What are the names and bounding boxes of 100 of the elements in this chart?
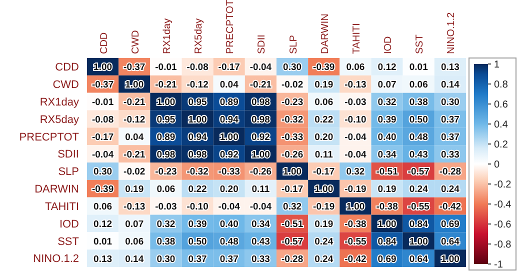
data-label: 0.22 bbox=[188, 184, 207, 196]
data-label: 0.84 bbox=[409, 218, 429, 230]
data-label: 0.13 bbox=[94, 254, 112, 265]
data-label: -0.51 bbox=[376, 166, 399, 178]
data-label: -0.21 bbox=[250, 80, 272, 91]
data-label: 0.06 bbox=[409, 80, 428, 91]
data-label: 0.22 bbox=[314, 114, 334, 126]
data-label: -0.39 bbox=[313, 62, 335, 74]
data-label: 0.24 bbox=[409, 184, 429, 196]
y-tick-label: TAHITI bbox=[44, 200, 79, 213]
color-bar-label: 0 bbox=[494, 160, 500, 170]
data-label: -0.42 bbox=[439, 202, 462, 213]
data-label: 0.06 bbox=[156, 184, 176, 196]
data-label: 0.48 bbox=[409, 132, 428, 143]
x-tick-label: SST bbox=[414, 34, 426, 54]
data-label: 0.89 bbox=[156, 132, 176, 143]
data-label: 0.64 bbox=[440, 236, 460, 248]
data-label: 0.33 bbox=[440, 149, 460, 160]
y-tick-label: PRECPTOT bbox=[19, 131, 80, 144]
y-tick-label: NINO.1.2 bbox=[33, 253, 79, 266]
data-label: 0.32 bbox=[156, 218, 176, 230]
data-label: 1.00 bbox=[346, 202, 365, 213]
data-label: 0.95 bbox=[156, 114, 176, 126]
data-label: 0.11 bbox=[252, 184, 270, 196]
y-tick-label: RX1day bbox=[40, 96, 80, 108]
data-label: 1.00 bbox=[156, 97, 176, 108]
data-label: 0.01 bbox=[94, 236, 113, 248]
color-bar-label: -0.2 bbox=[494, 180, 512, 190]
data-label: 0.11 bbox=[314, 149, 334, 160]
data-label: -0.51 bbox=[281, 218, 304, 230]
data-label: 0.20 bbox=[314, 132, 334, 143]
data-label: 0.06 bbox=[125, 236, 144, 248]
data-label: 1.00 bbox=[283, 166, 302, 178]
data-label: 0.24 bbox=[314, 236, 334, 248]
data-label: 0.37 bbox=[188, 254, 207, 265]
data-label: 0.14 bbox=[440, 80, 460, 91]
data-label: 0.12 bbox=[378, 62, 396, 74]
data-label: 1.00 bbox=[188, 114, 207, 126]
data-label: 0.38 bbox=[156, 236, 176, 248]
data-label: -0.17 bbox=[281, 184, 304, 196]
data-label: -0.19 bbox=[313, 202, 335, 213]
y-tick-label: RX5day bbox=[40, 114, 80, 126]
x-tick-label: IOD bbox=[383, 36, 394, 54]
data-label: 0.95 bbox=[188, 97, 208, 108]
y-tick-label: SST bbox=[58, 236, 80, 248]
data-label: -0.01 bbox=[155, 62, 178, 74]
data-label: 0.30 bbox=[94, 166, 112, 178]
data-label: -0.39 bbox=[92, 184, 114, 196]
data-label: 0.48 bbox=[220, 236, 238, 248]
data-label: -0.17 bbox=[218, 62, 240, 74]
y-tick-label: CDD bbox=[55, 62, 80, 74]
data-label: 0.30 bbox=[440, 97, 460, 108]
color-bar-label: 0.8 bbox=[494, 80, 508, 90]
data-label: 0.32 bbox=[378, 97, 396, 108]
data-label: -0.26 bbox=[281, 149, 304, 160]
data-label: -0.10 bbox=[344, 114, 366, 126]
y-tick-label: SLP bbox=[58, 166, 79, 178]
color-bar-label: -0.6 bbox=[494, 220, 512, 230]
data-label: -0.57 bbox=[408, 166, 430, 178]
data-label: -0.10 bbox=[186, 202, 208, 213]
data-label: 1.00 bbox=[440, 254, 460, 265]
data-label: 1.00 bbox=[409, 236, 428, 248]
data-label: 0.04 bbox=[220, 80, 240, 91]
data-label: 0.04 bbox=[125, 132, 144, 143]
data-label: 0.37 bbox=[220, 254, 238, 265]
data-label: 0.34 bbox=[378, 149, 397, 160]
data-label: -0.32 bbox=[186, 166, 208, 178]
data-label: 1.00 bbox=[94, 62, 112, 74]
x-tick-label: PRECPTOT bbox=[225, 0, 236, 54]
data-label: -0.04 bbox=[92, 149, 114, 160]
color-bar-label: 0.2 bbox=[494, 140, 508, 150]
x-tick-label: RX5day bbox=[194, 18, 205, 54]
x-tick-label: CWD bbox=[130, 30, 142, 54]
data-label: 0.19 bbox=[125, 184, 144, 196]
data-label: -0.03 bbox=[155, 202, 177, 213]
data-label: 0.32 bbox=[283, 202, 302, 213]
data-label: -0.38 bbox=[344, 218, 366, 230]
data-label: -0.02 bbox=[281, 80, 304, 91]
data-label: 0.14 bbox=[125, 254, 144, 265]
data-label: 0.37 bbox=[440, 114, 460, 126]
data-label: -0.12 bbox=[186, 80, 208, 91]
data-label: 0.43 bbox=[409, 149, 428, 160]
data-label: 0.40 bbox=[378, 132, 396, 143]
data-label: -0.23 bbox=[155, 166, 177, 178]
data-label: -0.42 bbox=[344, 254, 366, 265]
data-label: 0.34 bbox=[251, 218, 271, 230]
color-bar-label: -0.8 bbox=[494, 240, 512, 250]
data-label: -0.23 bbox=[281, 97, 304, 108]
color-bar-label: 1 bbox=[494, 60, 500, 70]
data-label: -0.01 bbox=[92, 97, 114, 108]
data-label: -0.03 bbox=[344, 97, 366, 108]
y-tick-label: CWD bbox=[52, 79, 80, 92]
data-label: -0.17 bbox=[92, 132, 114, 143]
data-label: 0.98 bbox=[188, 149, 207, 160]
data-label: 0.30 bbox=[156, 254, 176, 265]
data-label: -0.33 bbox=[281, 132, 304, 143]
data-label: 0.19 bbox=[314, 218, 334, 230]
x-tick-label: CDD bbox=[98, 32, 110, 54]
data-label: -0.55 bbox=[408, 202, 430, 213]
data-label: -0.08 bbox=[92, 114, 114, 126]
